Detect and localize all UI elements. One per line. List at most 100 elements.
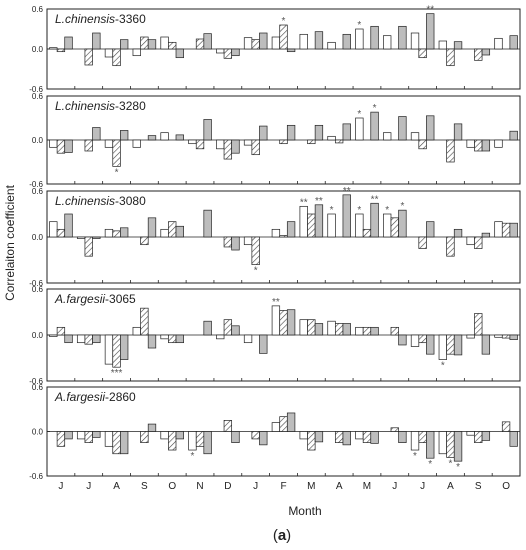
bar-gray xyxy=(314,431,324,443)
bar-hatched xyxy=(168,431,177,451)
bar-white xyxy=(383,35,392,50)
bar-gray xyxy=(203,119,212,141)
bar-hatched xyxy=(334,139,344,144)
significance-marker: * xyxy=(441,361,445,372)
bar-white xyxy=(299,431,308,440)
bar-white xyxy=(299,319,308,336)
x-tick-label: M xyxy=(307,481,315,492)
bar-hatched xyxy=(362,326,372,336)
bar-gray xyxy=(481,139,491,152)
panel-1: 0.60.0-0.6* ***L.chinensis-3360 xyxy=(29,5,521,94)
panel-5: 0.6 0.0 -0.6 * * * * * A.fargesii-2860 J J A S O N D J F M… xyxy=(29,383,521,492)
y-tick-label: 0.6 xyxy=(32,92,44,101)
bar-hatched xyxy=(112,334,121,368)
bar-gray xyxy=(426,431,435,459)
bar-white xyxy=(160,334,169,340)
bar-white xyxy=(299,205,308,238)
significance-marker: * xyxy=(357,20,361,31)
bar-hatched xyxy=(168,221,177,238)
bar-gray xyxy=(342,194,351,238)
x-tick-label: A xyxy=(113,481,120,492)
y-tick-label: -0.6 xyxy=(29,279,43,288)
panel-title: L.chinensis-3280 xyxy=(55,99,146,113)
y-tick-label: 0.0 xyxy=(32,136,44,145)
bar-gray xyxy=(398,431,407,443)
significance-marker: * xyxy=(456,462,460,473)
bar-gray xyxy=(231,236,240,251)
bar-hatched xyxy=(168,334,177,344)
panel-title-suffix: -3065 xyxy=(105,292,136,306)
bar-gray xyxy=(120,227,129,238)
bar-hatched xyxy=(279,24,288,50)
bar-gray xyxy=(147,39,157,50)
bar-white xyxy=(383,213,392,238)
panel-title-suffix: -2860 xyxy=(105,390,136,404)
bar-hatched xyxy=(474,48,483,61)
bar-hatched xyxy=(390,427,399,432)
bar-gray xyxy=(398,116,407,141)
bar-white xyxy=(132,139,141,148)
bar-gray xyxy=(64,139,73,153)
y-tick-label: -0.6 xyxy=(29,472,43,481)
bar-hatched xyxy=(112,48,121,67)
bar-gray xyxy=(203,320,212,336)
bar-gray xyxy=(259,125,268,141)
significance-marker: * xyxy=(373,103,377,114)
bar-gray xyxy=(370,25,379,50)
bar-gray xyxy=(120,39,129,50)
bar-white xyxy=(76,431,86,440)
bar-white xyxy=(104,334,114,365)
x-tick-label: F xyxy=(280,481,286,492)
bar-gray xyxy=(314,31,324,50)
bar-gray xyxy=(426,13,435,50)
bar-gray xyxy=(147,217,157,238)
y-tick-label: 0.6 xyxy=(32,285,44,294)
significance-marker: ** xyxy=(371,194,379,205)
bar-hatched xyxy=(195,38,205,50)
bar-white xyxy=(466,236,475,246)
x-tick-label: A xyxy=(336,481,343,492)
bar-white xyxy=(216,139,225,150)
bar-gray xyxy=(286,48,296,53)
bar-hatched xyxy=(84,431,93,443)
panel-title-species: A.fargesii xyxy=(54,390,105,404)
x-tick-label: J xyxy=(392,481,397,492)
bar-gray xyxy=(509,222,518,238)
bar-gray xyxy=(175,431,184,440)
bar-hatched xyxy=(307,139,316,145)
bar-white xyxy=(188,431,197,451)
bar-white xyxy=(494,139,503,148)
bar-white xyxy=(410,431,420,451)
bar-gray xyxy=(509,130,518,141)
bar-white xyxy=(243,236,253,246)
bar-gray xyxy=(509,35,518,50)
bar-white xyxy=(355,28,364,50)
significance-marker: ** xyxy=(272,297,280,308)
panel-4: 0.60.0-0.6******A.fargesii-3065 xyxy=(29,285,521,386)
y-tick-label: -0.6 xyxy=(29,377,43,386)
bar-gray xyxy=(64,213,73,238)
bar-hatched xyxy=(84,139,93,152)
bar-hatched xyxy=(251,431,260,440)
bar-hatched xyxy=(251,139,260,156)
bar-gray xyxy=(231,139,240,154)
bar-gray xyxy=(509,334,518,340)
bar-white xyxy=(216,334,225,340)
bar-white xyxy=(104,48,114,58)
bar-hatched xyxy=(362,431,372,443)
bar-white xyxy=(188,139,197,145)
x-tick-label: O xyxy=(502,481,510,492)
bar-white xyxy=(160,431,169,440)
significance-marker: * xyxy=(254,266,258,277)
bar-hatched xyxy=(56,228,66,238)
bar-gray xyxy=(426,334,435,355)
bar-gray xyxy=(314,124,324,141)
bar-gray xyxy=(259,431,268,446)
bar-gray xyxy=(481,232,491,238)
bar-gray xyxy=(64,36,73,50)
bar-gray xyxy=(481,431,491,441)
bar-gray xyxy=(453,334,463,356)
significance-marker: ** xyxy=(343,186,351,197)
x-tick-label: J xyxy=(86,481,91,492)
